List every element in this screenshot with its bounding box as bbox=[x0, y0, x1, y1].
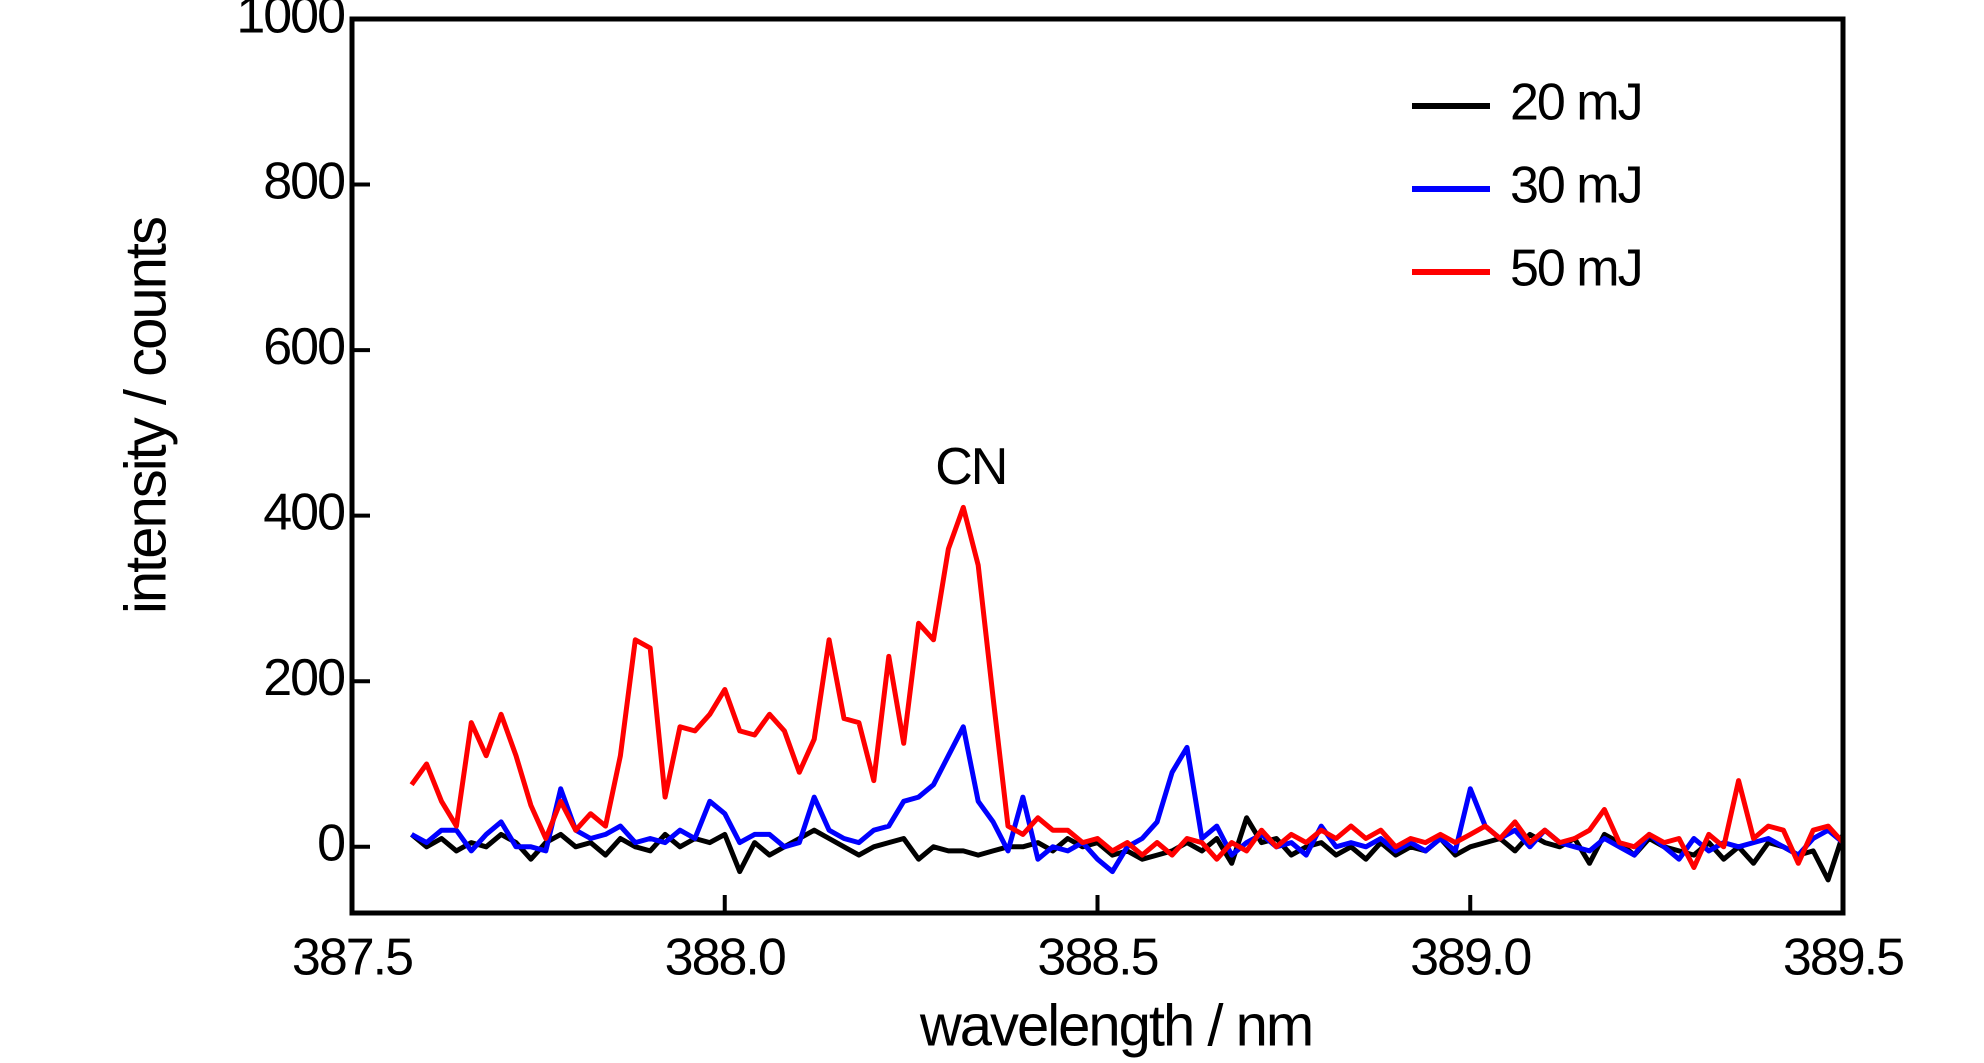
annotation: CN bbox=[935, 438, 1006, 496]
y-tick-label: 800 bbox=[263, 152, 344, 210]
legend-label: 50 mJ bbox=[1510, 240, 1642, 298]
legend-label: 20 mJ bbox=[1510, 74, 1642, 132]
y-tick-label: 600 bbox=[263, 318, 344, 376]
series-line bbox=[410, 724, 1845, 875]
plot-frame bbox=[349, 16, 1846, 916]
legend-label: 30 mJ bbox=[1510, 157, 1642, 215]
y-tick-label: 400 bbox=[263, 483, 344, 541]
x-tick-label: 389.5 bbox=[1783, 929, 1903, 987]
x-tick-label: 388.5 bbox=[1037, 929, 1157, 987]
x-tick-label: 388.0 bbox=[665, 929, 785, 987]
y-axis-label: intensity / counts bbox=[113, 218, 178, 614]
x-axis-label: wavelength / nm bbox=[919, 993, 1312, 1058]
y-tick-label: 1000 bbox=[236, 0, 344, 45]
series-line bbox=[409, 504, 1845, 870]
y-tick-label: 200 bbox=[263, 649, 344, 707]
x-tick-label: 387.5 bbox=[292, 929, 412, 987]
x-tick-label: 389.0 bbox=[1410, 929, 1530, 987]
y-tick-label: 0 bbox=[317, 815, 344, 873]
